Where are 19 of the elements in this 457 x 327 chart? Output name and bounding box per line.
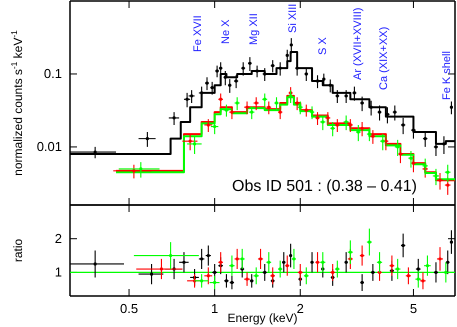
x-tick-label: 2 [296,301,304,316]
annotation: Fe K shell [441,51,453,100]
y-tick-label: 0.01 [36,139,62,154]
y-tick-label: 2 [54,230,62,246]
annotation: Mg XII [248,13,260,45]
annotation: Fe XVII [192,15,204,52]
annotation: Obs ID 501 : (0.38 – 0.41) [232,178,417,195]
x-tick-label: 0.5 [120,301,138,316]
annotation: Ar (XVII+XVIII) [352,8,364,80]
x-tick-label: 1 [211,301,218,316]
y-tick-label: 0.1 [44,66,62,82]
x-axis-title: Energy (keV) [227,311,298,325]
annotation: S X [317,36,329,55]
y-axis-title: ratio [11,238,25,262]
annotation: Ca (XIX+XX) [378,26,390,90]
annotation: Ne X [220,18,232,44]
annotation: Si XIII [287,4,299,33]
y-tick-label: 1 [54,264,62,280]
x-tick-label: 5 [410,301,418,316]
